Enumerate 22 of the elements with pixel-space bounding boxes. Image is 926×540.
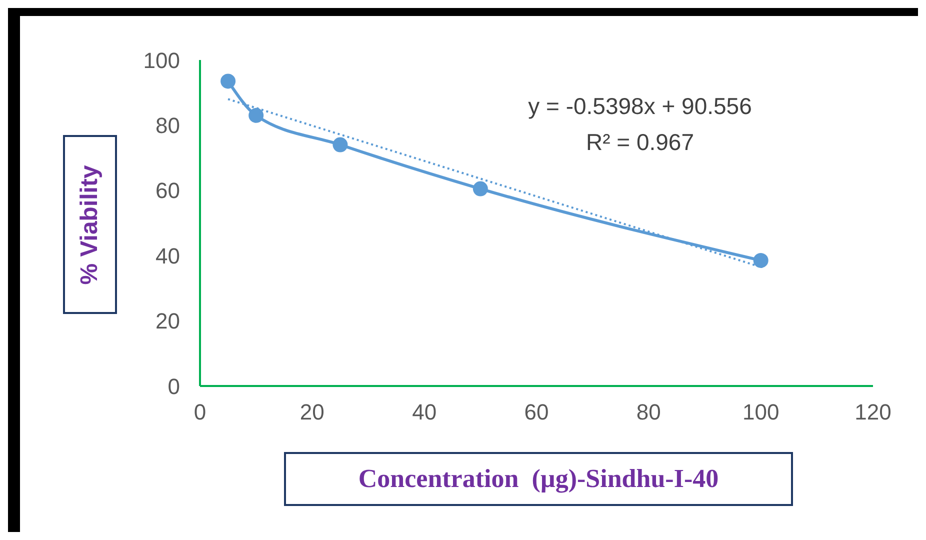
y-tick-label: 20 bbox=[156, 308, 180, 334]
x-tick-label: 0 bbox=[194, 400, 206, 425]
x-tick-label: 60 bbox=[524, 400, 549, 425]
x-tick-label: 100 bbox=[742, 400, 780, 425]
annotation: y = -0.5398x + 90.556 bbox=[527, 92, 753, 121]
y-tick-label: 80 bbox=[156, 113, 180, 138]
y-tick-label: 40 bbox=[156, 243, 180, 268]
y-axis-title: % Viability bbox=[76, 164, 104, 284]
point bbox=[248, 108, 264, 123]
x-tick-label: 80 bbox=[636, 400, 661, 425]
x-tick-label: 20 bbox=[300, 400, 324, 425]
y-tick-label: 60 bbox=[156, 178, 180, 204]
point bbox=[472, 181, 488, 196]
y-tick-label: 0 bbox=[168, 374, 180, 399]
point bbox=[220, 74, 236, 89]
x-tick-label: 40 bbox=[412, 400, 437, 425]
point bbox=[753, 252, 768, 268]
x-tick-label: 120 bbox=[854, 400, 892, 425]
point bbox=[332, 137, 348, 152]
annotation: R² = 0.967 bbox=[584, 128, 696, 157]
y-tick-label: 100 bbox=[143, 48, 180, 73]
x-axis-title: Concentration (µg)-Sindhu-I-40 bbox=[284, 452, 793, 506]
